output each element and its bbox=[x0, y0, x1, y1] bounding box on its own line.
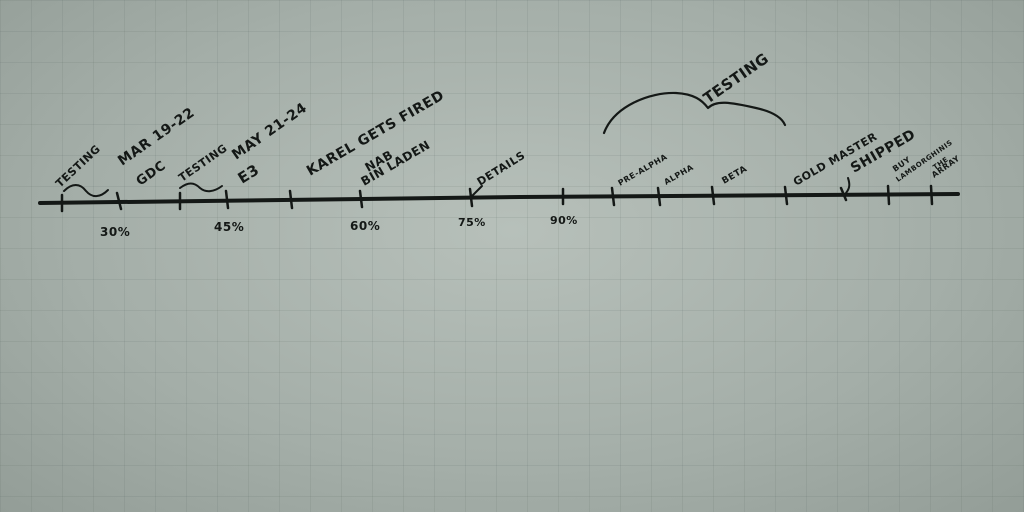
tick-bin-laden bbox=[358, 189, 364, 209]
percent-mark-75: 75% bbox=[458, 216, 486, 229]
event-label-e3: E3 bbox=[235, 161, 263, 188]
testing-2-squiggle bbox=[179, 182, 223, 193]
tick-gdc bbox=[115, 191, 123, 211]
testing-bracket bbox=[602, 91, 787, 135]
event-label-gdc: GDC bbox=[134, 158, 169, 189]
event-label-mar-19-22: MAR 19-22 bbox=[115, 105, 198, 170]
event-labels: TESTING MAR 19-22 GDC TESTING MAY 21-24 … bbox=[53, 88, 961, 191]
tick-beta bbox=[710, 185, 716, 206]
event-label-details: DETAILS bbox=[475, 149, 528, 189]
tick-array bbox=[929, 184, 934, 206]
tick-gold-master bbox=[783, 185, 789, 206]
timeline-axis bbox=[38, 192, 960, 205]
event-label-beta: BETA bbox=[721, 164, 750, 186]
percent-marks: 30% 45% 60% 75% 90% bbox=[100, 214, 578, 239]
tick-karel bbox=[288, 189, 294, 210]
tick-shipped bbox=[839, 186, 848, 202]
percent-mark-90: 90% bbox=[550, 214, 578, 227]
tick-buy bbox=[886, 184, 891, 206]
percent-mark-45: 45% bbox=[214, 220, 244, 234]
event-label-testing-1: TESTING bbox=[53, 142, 103, 190]
tick-details bbox=[468, 187, 474, 208]
event-label-may-21-24: MAY 21-24 bbox=[229, 100, 310, 163]
tick-e3 bbox=[224, 189, 230, 210]
timeline-ticks bbox=[60, 184, 934, 213]
percent-mark-30: 30% bbox=[100, 225, 130, 239]
testing-bracket-label: TESTING bbox=[700, 49, 772, 107]
shipped-connector bbox=[845, 177, 851, 194]
event-label-alpha: ALPHA bbox=[663, 163, 696, 187]
event-label-testing-2: TESTING bbox=[176, 142, 230, 185]
tick-alpha bbox=[656, 186, 662, 207]
percent-mark-60: 60% bbox=[350, 219, 380, 233]
event-label-pre-alpha: PRE-ALPHA bbox=[617, 152, 670, 188]
tick-pre-alpha bbox=[610, 186, 616, 207]
testing-1-squiggle bbox=[63, 184, 109, 198]
details-connector bbox=[471, 185, 483, 197]
